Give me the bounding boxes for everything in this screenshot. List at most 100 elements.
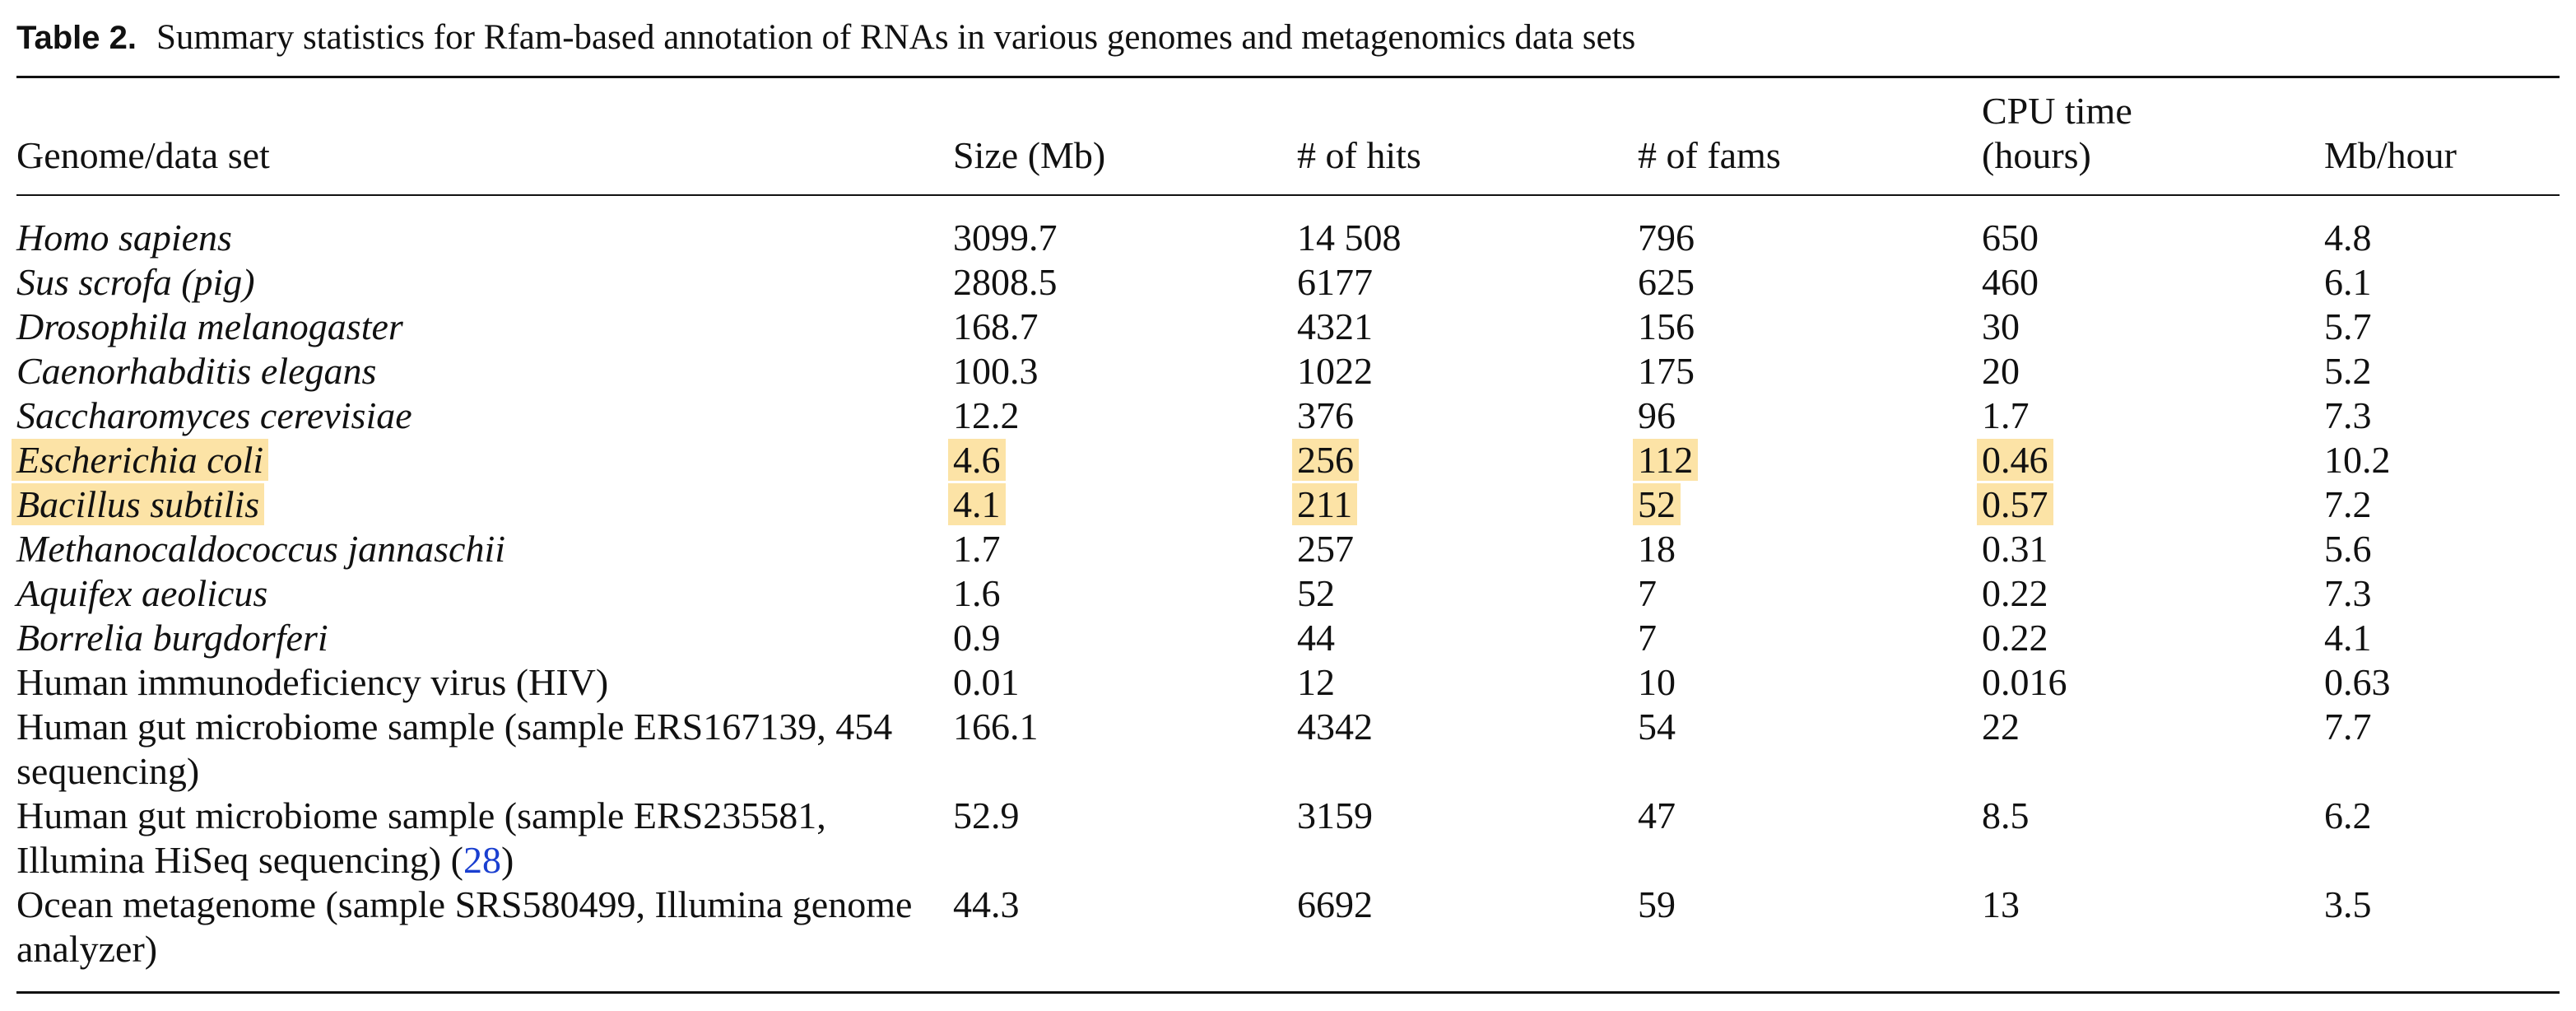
table-row: Human gut microbiome sample (sample ERS2… xyxy=(0,794,2576,883)
hits-cell: 44 xyxy=(1297,617,1335,659)
table-row: Caenorhabditis elegans 100.3 1022 175 20 5.2 xyxy=(0,349,2576,394)
cpu-time-cell: 460 xyxy=(1982,261,2039,303)
fams-cell: 47 xyxy=(1638,794,1676,836)
table-row: Drosophila melanogaster 168.7 4321 156 30 5.7 xyxy=(0,305,2576,349)
genome-name-cell: Escherichia coli xyxy=(12,438,930,482)
mb-per-hour-cell: 4.1 xyxy=(2324,617,2372,659)
hits-cell: 256 xyxy=(1292,438,1359,482)
genome-name-cell: Ocean metagenome (sample SRS580499, Illu… xyxy=(16,883,913,970)
col-header-genome: Genome/data set xyxy=(16,134,270,176)
col-header-fams: # of fams xyxy=(1638,134,1781,176)
fams-cell: 10 xyxy=(1638,661,1676,703)
size-cell: 3099.7 xyxy=(953,217,1058,259)
genome-name-cell: Saccharomyces cerevisiae xyxy=(16,394,412,436)
size-cell: 0.01 xyxy=(953,661,1020,703)
table-row: Homo sapiens 3099.7 14 508 796 650 4.8 xyxy=(0,216,2576,260)
col-header-size: Size (Mb) xyxy=(953,134,1106,176)
genome-name-cell: Caenorhabditis elegans xyxy=(16,350,377,392)
cpu-time-cell: 0.22 xyxy=(1982,572,2048,614)
mb-per-hour-cell: 0.63 xyxy=(2324,661,2391,703)
cpu-time-cell: 20 xyxy=(1982,350,2020,392)
mb-per-hour-cell: 5.2 xyxy=(2324,350,2372,392)
fams-cell: 175 xyxy=(1638,350,1695,392)
cpu-time-cell: 30 xyxy=(1982,305,2020,347)
size-cell: 12.2 xyxy=(953,394,1020,436)
fams-cell: 59 xyxy=(1638,883,1676,925)
reference-link[interactable]: 28 xyxy=(463,839,501,881)
genome-name-cell: Aquifex aeolicus xyxy=(16,572,268,614)
mb-per-hour-cell: 4.8 xyxy=(2324,217,2372,259)
size-cell: 52.9 xyxy=(953,794,1020,836)
genome-name-cell: Drosophila melanogaster xyxy=(16,305,403,347)
size-cell: 0.9 xyxy=(953,617,1001,659)
mb-per-hour-cell: 6.1 xyxy=(2324,261,2372,303)
table-row: Bacillus subtilis 4.1 211 52 0.57 7.2 xyxy=(0,482,2576,527)
table-title: Summary statistics for Rfam-based annota… xyxy=(156,18,1636,57)
fams-cell: 18 xyxy=(1638,528,1676,570)
cpu-time-cell: 0.22 xyxy=(1982,617,2048,659)
table-row: Ocean metagenome (sample SRS580499, Illu… xyxy=(0,883,2576,971)
hits-cell: 4321 xyxy=(1297,305,1373,347)
cpu-time-cell: 1.7 xyxy=(1982,394,2030,436)
mb-per-hour-cell: 10.2 xyxy=(2324,439,2391,481)
size-cell: 1.7 xyxy=(953,528,1001,570)
col-header-cpu-time: CPU time (hours) xyxy=(1982,90,2132,176)
fams-cell: 7 xyxy=(1638,572,1657,614)
hits-cell: 376 xyxy=(1297,394,1354,436)
table-row: Human immunodeficiency virus (HIV) 0.01 12… xyxy=(0,660,2576,705)
mb-per-hour-cell: 7.3 xyxy=(2324,572,2372,614)
header-rule xyxy=(16,194,2560,196)
fams-cell: 156 xyxy=(1638,305,1695,347)
cpu-time-cell: 0.31 xyxy=(1982,528,2048,570)
size-cell: 4.6 xyxy=(948,438,1006,482)
table-row: Sus scrofa (pig) 2808.5 6177 625 460 6.1 xyxy=(0,260,2576,305)
genome-name-cell: Human gut microbiome sample (sample ERS2… xyxy=(16,794,826,881)
size-cell: 1.6 xyxy=(953,572,1001,614)
fams-cell: 54 xyxy=(1638,706,1676,748)
fams-cell: 52 xyxy=(1633,482,1681,527)
cpu-time-cell: 0.46 xyxy=(1977,438,2053,482)
col-header-hits: # of hits xyxy=(1297,134,1421,176)
size-cell: 4.1 xyxy=(948,482,1006,527)
cpu-time-cell: 8.5 xyxy=(1982,794,2030,836)
hits-cell: 4342 xyxy=(1297,706,1373,748)
hits-cell: 14 508 xyxy=(1297,217,1402,259)
top-rule xyxy=(16,76,2560,78)
hits-cell: 6177 xyxy=(1297,261,1373,303)
cpu-time-cell: 0.016 xyxy=(1982,661,2067,703)
cpu-time-cell: 22 xyxy=(1982,706,2020,748)
genome-name-cell: Homo sapiens xyxy=(16,217,232,259)
table-row: Escherichia coli 4.6 256 112 0.46 10.2 xyxy=(0,438,2576,482)
fams-cell: 796 xyxy=(1638,217,1695,259)
table-body: Homo sapiens 3099.7 14 508 796 650 4.8 Sus scr… xyxy=(0,216,2576,971)
fams-cell: 112 xyxy=(1633,438,1699,482)
mb-per-hour-cell: 7.2 xyxy=(2324,483,2372,525)
cpu-time-cell: 0.57 xyxy=(1977,482,2053,527)
size-cell: 166.1 xyxy=(953,706,1039,748)
table-row: Saccharomyces cerevisiae 12.2 376 96 1.7 7.3 xyxy=(0,394,2576,438)
table-row: Aquifex aeolicus 1.6 52 7 0.22 7.3 xyxy=(0,571,2576,616)
genome-name-cell: Sus scrofa (pig) xyxy=(16,261,255,303)
genome-name-cell: Human immunodeficiency virus (HIV) xyxy=(16,661,609,703)
col-header-mb-per-hour: Mb/hour xyxy=(2324,134,2457,176)
hits-cell: 1022 xyxy=(1297,350,1373,392)
size-cell: 100.3 xyxy=(953,350,1039,392)
cpu-time-cell: 13 xyxy=(1982,883,2020,925)
hits-cell: 12 xyxy=(1297,661,1335,703)
table-caption: Table 2. Summary statistics for Rfam-base… xyxy=(16,12,2560,64)
fams-cell: 7 xyxy=(1638,617,1657,659)
hits-cell: 211 xyxy=(1292,482,1358,527)
table-row: Borrelia burgdorferi 0.9 44 7 0.22 4.1 xyxy=(0,616,2576,660)
mb-per-hour-cell: 6.2 xyxy=(2324,794,2372,836)
size-cell: 168.7 xyxy=(953,305,1039,347)
size-cell: 2808.5 xyxy=(953,261,1058,303)
bottom-rule xyxy=(16,991,2560,994)
hits-cell: 257 xyxy=(1297,528,1354,570)
mb-per-hour-cell: 7.7 xyxy=(2324,706,2372,748)
genome-name-cell: Bacillus subtilis xyxy=(12,482,930,527)
hits-cell: 52 xyxy=(1297,572,1335,614)
hits-cell: 3159 xyxy=(1297,794,1373,836)
table-row: Human gut microbiome sample (sample ERS1… xyxy=(0,705,2576,794)
table-label: Table 2. xyxy=(16,20,137,56)
mb-per-hour-cell: 5.6 xyxy=(2324,528,2372,570)
